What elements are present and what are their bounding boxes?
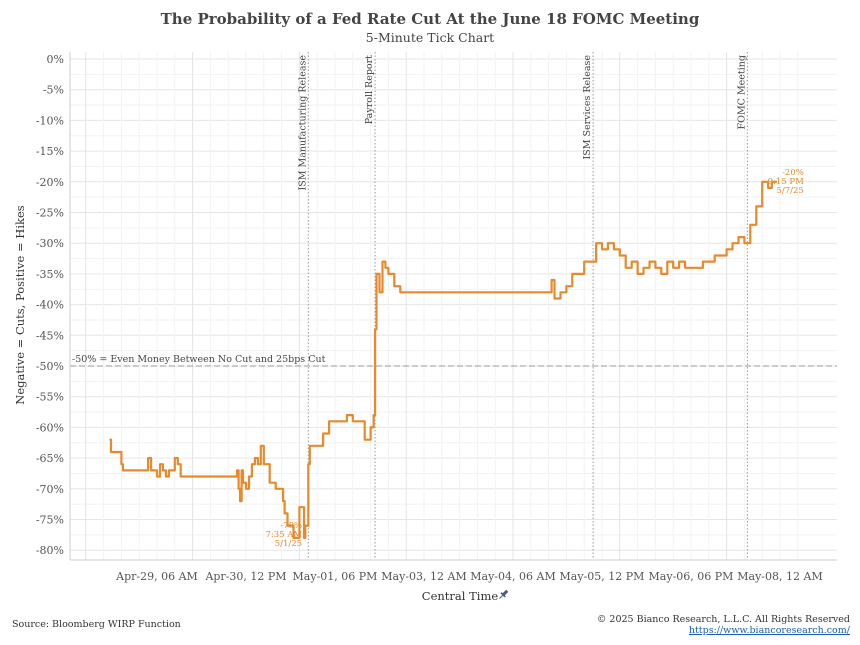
- source-note: Source: Bloomberg WIRP Function: [12, 619, 181, 630]
- y-tick-label: -10%: [36, 114, 64, 127]
- website-link[interactable]: https://www.biancoresearch.com/: [688, 625, 850, 636]
- event-label: ISM Manufacturing Release: [297, 55, 308, 191]
- reference-line: -50% = Even Money Between No Cut and 25b…: [70, 354, 837, 367]
- copyright-note: © 2025 Bianco Research, L.L.C. All Right…: [596, 614, 850, 625]
- y-tick-label: -25%: [36, 207, 64, 220]
- annotation-high: 5/7/25: [776, 186, 803, 196]
- x-tick-label: May-03, 12 AM: [381, 570, 466, 583]
- annotation-low: 5/1/25: [275, 539, 302, 549]
- y-tick-label: -60%: [36, 421, 64, 434]
- chart-title: The Probability of a Fed Rate Cut At the…: [160, 10, 700, 28]
- x-tick-label: Apr-30, 12 PM: [204, 570, 286, 583]
- plot-area: [70, 52, 837, 560]
- x-tick-label: May-05, 12 PM: [560, 570, 645, 583]
- y-tick-label: -40%: [36, 299, 64, 312]
- y-tick-label: -80%: [36, 544, 64, 557]
- event-lines: ISM Manufacturing Release Payroll Report I…: [297, 52, 748, 560]
- series-line: [109, 180, 777, 539]
- event-label: Payroll Report: [364, 55, 375, 124]
- annotation-low: 7:35 AM: [265, 530, 302, 540]
- y-tick-label: -20%: [36, 176, 64, 189]
- x-tick-label: Apr-29, 06 AM: [115, 570, 198, 583]
- x-tick-label: May-08, 12 AM: [737, 570, 822, 583]
- y-tick-label: -70%: [36, 483, 64, 496]
- chart-subtitle: 5-Minute Tick Chart: [365, 30, 495, 45]
- even-money-label: -50% = Even Money Between No Cut and 25b…: [72, 354, 326, 365]
- x-tick-label: May-04, 06 AM: [470, 570, 555, 583]
- y-tick-label: -55%: [36, 391, 64, 404]
- axes: 0% -5% -10% -15% -20% -25% -30% -35% -40% -45% -50…: [13, 52, 837, 603]
- pin-icon-bar: [500, 592, 506, 598]
- x-tick-label: May-06, 06 PM: [649, 570, 734, 583]
- x-tick-label: May-01, 06 PM: [293, 570, 378, 583]
- y-tick-label: -45%: [36, 329, 64, 342]
- y-tick-label: 0%: [47, 53, 64, 66]
- y-tick-label: -5%: [43, 84, 64, 97]
- annotation-low: -78%: [280, 521, 302, 531]
- annotation-high: -20%: [782, 168, 804, 178]
- y-axis-title: Negative = Cuts, Positive = Hikes: [13, 205, 27, 404]
- event-label: FOMC Meeting: [736, 55, 747, 129]
- event-label: ISM Services Release: [582, 55, 593, 160]
- annotations: -78%7:35 AM5/1/25 -20%9:15 PM5/7/25: [265, 168, 804, 549]
- y-tick-label: -50%: [36, 360, 64, 373]
- pin-icon-needle: [499, 595, 503, 599]
- pin-icon: [499, 589, 509, 599]
- grid: [70, 52, 837, 560]
- series: [109, 180, 777, 539]
- y-tick-label: -15%: [36, 145, 64, 158]
- annotation-high: 9:15 PM: [768, 177, 805, 187]
- y-tick-label: -75%: [36, 514, 64, 527]
- y-tick-label: -30%: [36, 237, 64, 250]
- y-tick-label: -65%: [36, 452, 64, 465]
- x-axis-title: Central Time: [422, 589, 499, 603]
- y-tick-label: -35%: [36, 268, 64, 281]
